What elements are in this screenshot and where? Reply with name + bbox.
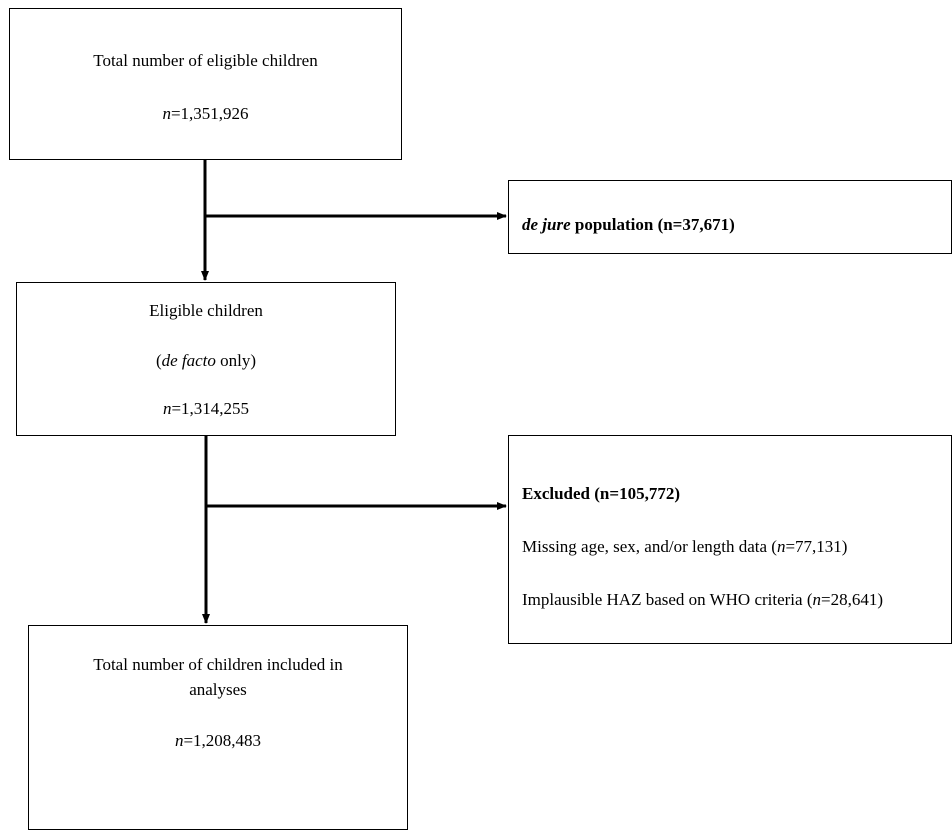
item-text: Missing age, sex, and/or length data (	[522, 537, 777, 556]
item-value: =77,131)	[785, 537, 848, 556]
n-symbol: n	[812, 590, 822, 609]
de-facto-term: de facto	[161, 351, 216, 370]
excluded-heading: Excluded (n=105,772)	[522, 484, 680, 503]
paren-open: (	[155, 351, 162, 370]
n-symbol: n	[162, 104, 171, 123]
total-eligible-count: n=1,351,926	[10, 104, 401, 124]
item-value: =28,641)	[821, 590, 883, 609]
box-included: Total number of children included in ana…	[28, 625, 408, 830]
included-title-line2: analyses	[189, 680, 247, 699]
count-value: =1,314,255	[171, 399, 250, 418]
de-facto-rest: only)	[215, 351, 257, 370]
de-facto-count: n=1,314,255	[17, 399, 395, 419]
box-total-eligible: Total number of eligible children n=1,35…	[9, 8, 402, 160]
n-symbol: n	[776, 537, 786, 556]
item-text: Implausible HAZ based on WHO criteria (	[522, 590, 813, 609]
n-symbol: n	[174, 731, 184, 750]
excluded-item-implausible-haz: Implausible HAZ based on WHO criteria (n…	[522, 590, 883, 610]
de-jure-rest: population (n=37,671)	[570, 215, 735, 234]
count-value: =1,351,926	[170, 104, 249, 123]
included-count: n=1,208,483	[29, 731, 407, 751]
box-de-facto: Eligible children (de facto only) n=1,31…	[16, 282, 396, 436]
de-jure-label: de jure population (n=37,671)	[522, 215, 735, 235]
de-jure-term: de jure	[522, 215, 571, 234]
excluded-item-missing-data: Missing age, sex, and/or length data (n=…	[522, 537, 847, 557]
box-de-jure: de jure population (n=37,671)	[508, 180, 952, 254]
de-facto-title: Eligible children	[149, 301, 263, 320]
box-excluded: Excluded (n=105,772) Missing age, sex, a…	[508, 435, 952, 644]
count-value: =1,208,483	[183, 731, 262, 750]
n-symbol: n	[162, 399, 172, 418]
included-title-line1: Total number of children included in	[93, 655, 343, 674]
total-eligible-title: Total number of eligible children	[93, 51, 318, 70]
de-facto-qualifier: (de facto only)	[17, 351, 395, 371]
